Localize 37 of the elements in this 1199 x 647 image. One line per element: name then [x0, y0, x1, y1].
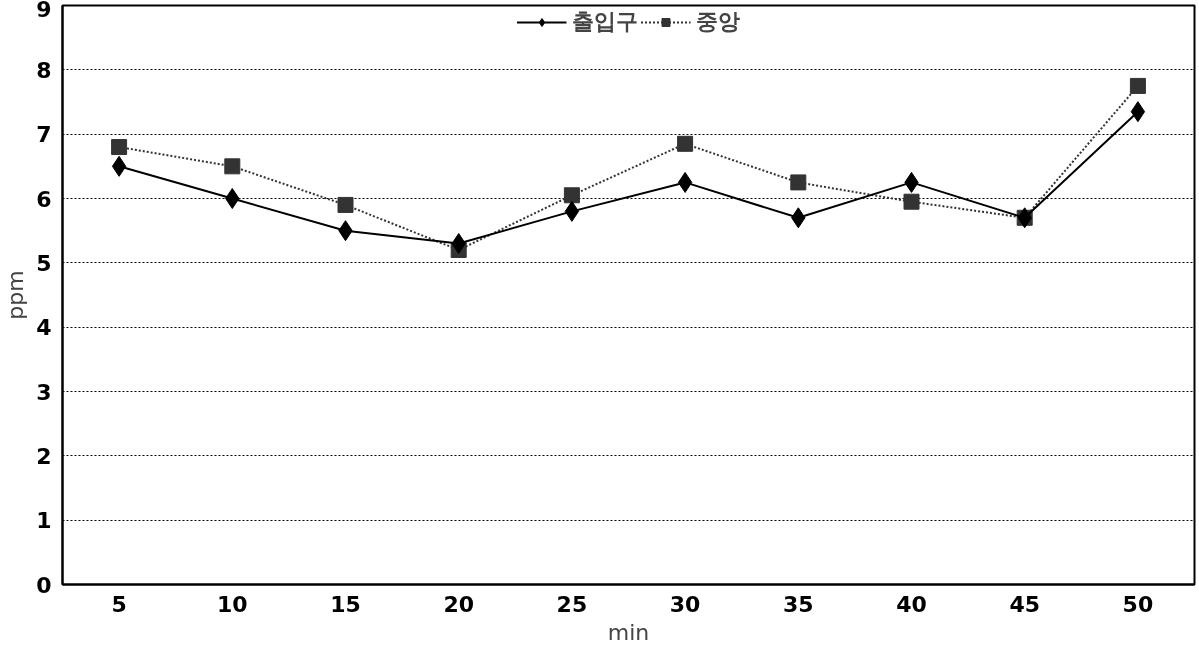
- y-tick-label: 9: [36, 0, 52, 22]
- x-tick-label: 5: [111, 591, 127, 617]
- legend-label: 중앙: [695, 8, 740, 36]
- point: [111, 155, 127, 177]
- point: [1129, 77, 1146, 94]
- y-axis-title: ppm: [3, 270, 29, 320]
- x-tick-label: 40: [896, 591, 927, 617]
- x-tick-label: 30: [669, 591, 701, 617]
- point: [677, 135, 694, 152]
- point: [224, 158, 241, 175]
- point: [1130, 101, 1146, 123]
- y-tick-label: 2: [36, 443, 52, 469]
- x-tick-label: 20: [443, 591, 475, 617]
- y-tick-label: 0: [36, 572, 52, 598]
- point: [564, 200, 580, 222]
- x-tick-label: 10: [216, 591, 248, 617]
- y-tick-label: 8: [36, 57, 52, 83]
- x-tick-label: 15: [330, 591, 361, 617]
- x-tick-label: 45: [1009, 591, 1041, 617]
- y-tick-label: 6: [36, 186, 52, 212]
- y-tick-label: 1: [36, 508, 52, 534]
- x-axis-title: min: [607, 619, 650, 645]
- point: [790, 174, 807, 191]
- point: [225, 188, 240, 209]
- y-tick-label: 4: [36, 315, 52, 341]
- y-tick-label: 3: [36, 379, 52, 405]
- x-tick-label: 25: [556, 591, 588, 617]
- point: [111, 139, 128, 156]
- point: [677, 171, 693, 193]
- point: [337, 196, 354, 213]
- point: [563, 187, 580, 204]
- legend-label: 출입구: [571, 8, 638, 36]
- point: [903, 193, 920, 210]
- y-tick-label: 5: [36, 250, 52, 276]
- y-tick-label: 7: [36, 122, 52, 148]
- x-tick-label: 35: [782, 591, 814, 617]
- x-tick-label: 50: [1122, 591, 1154, 617]
